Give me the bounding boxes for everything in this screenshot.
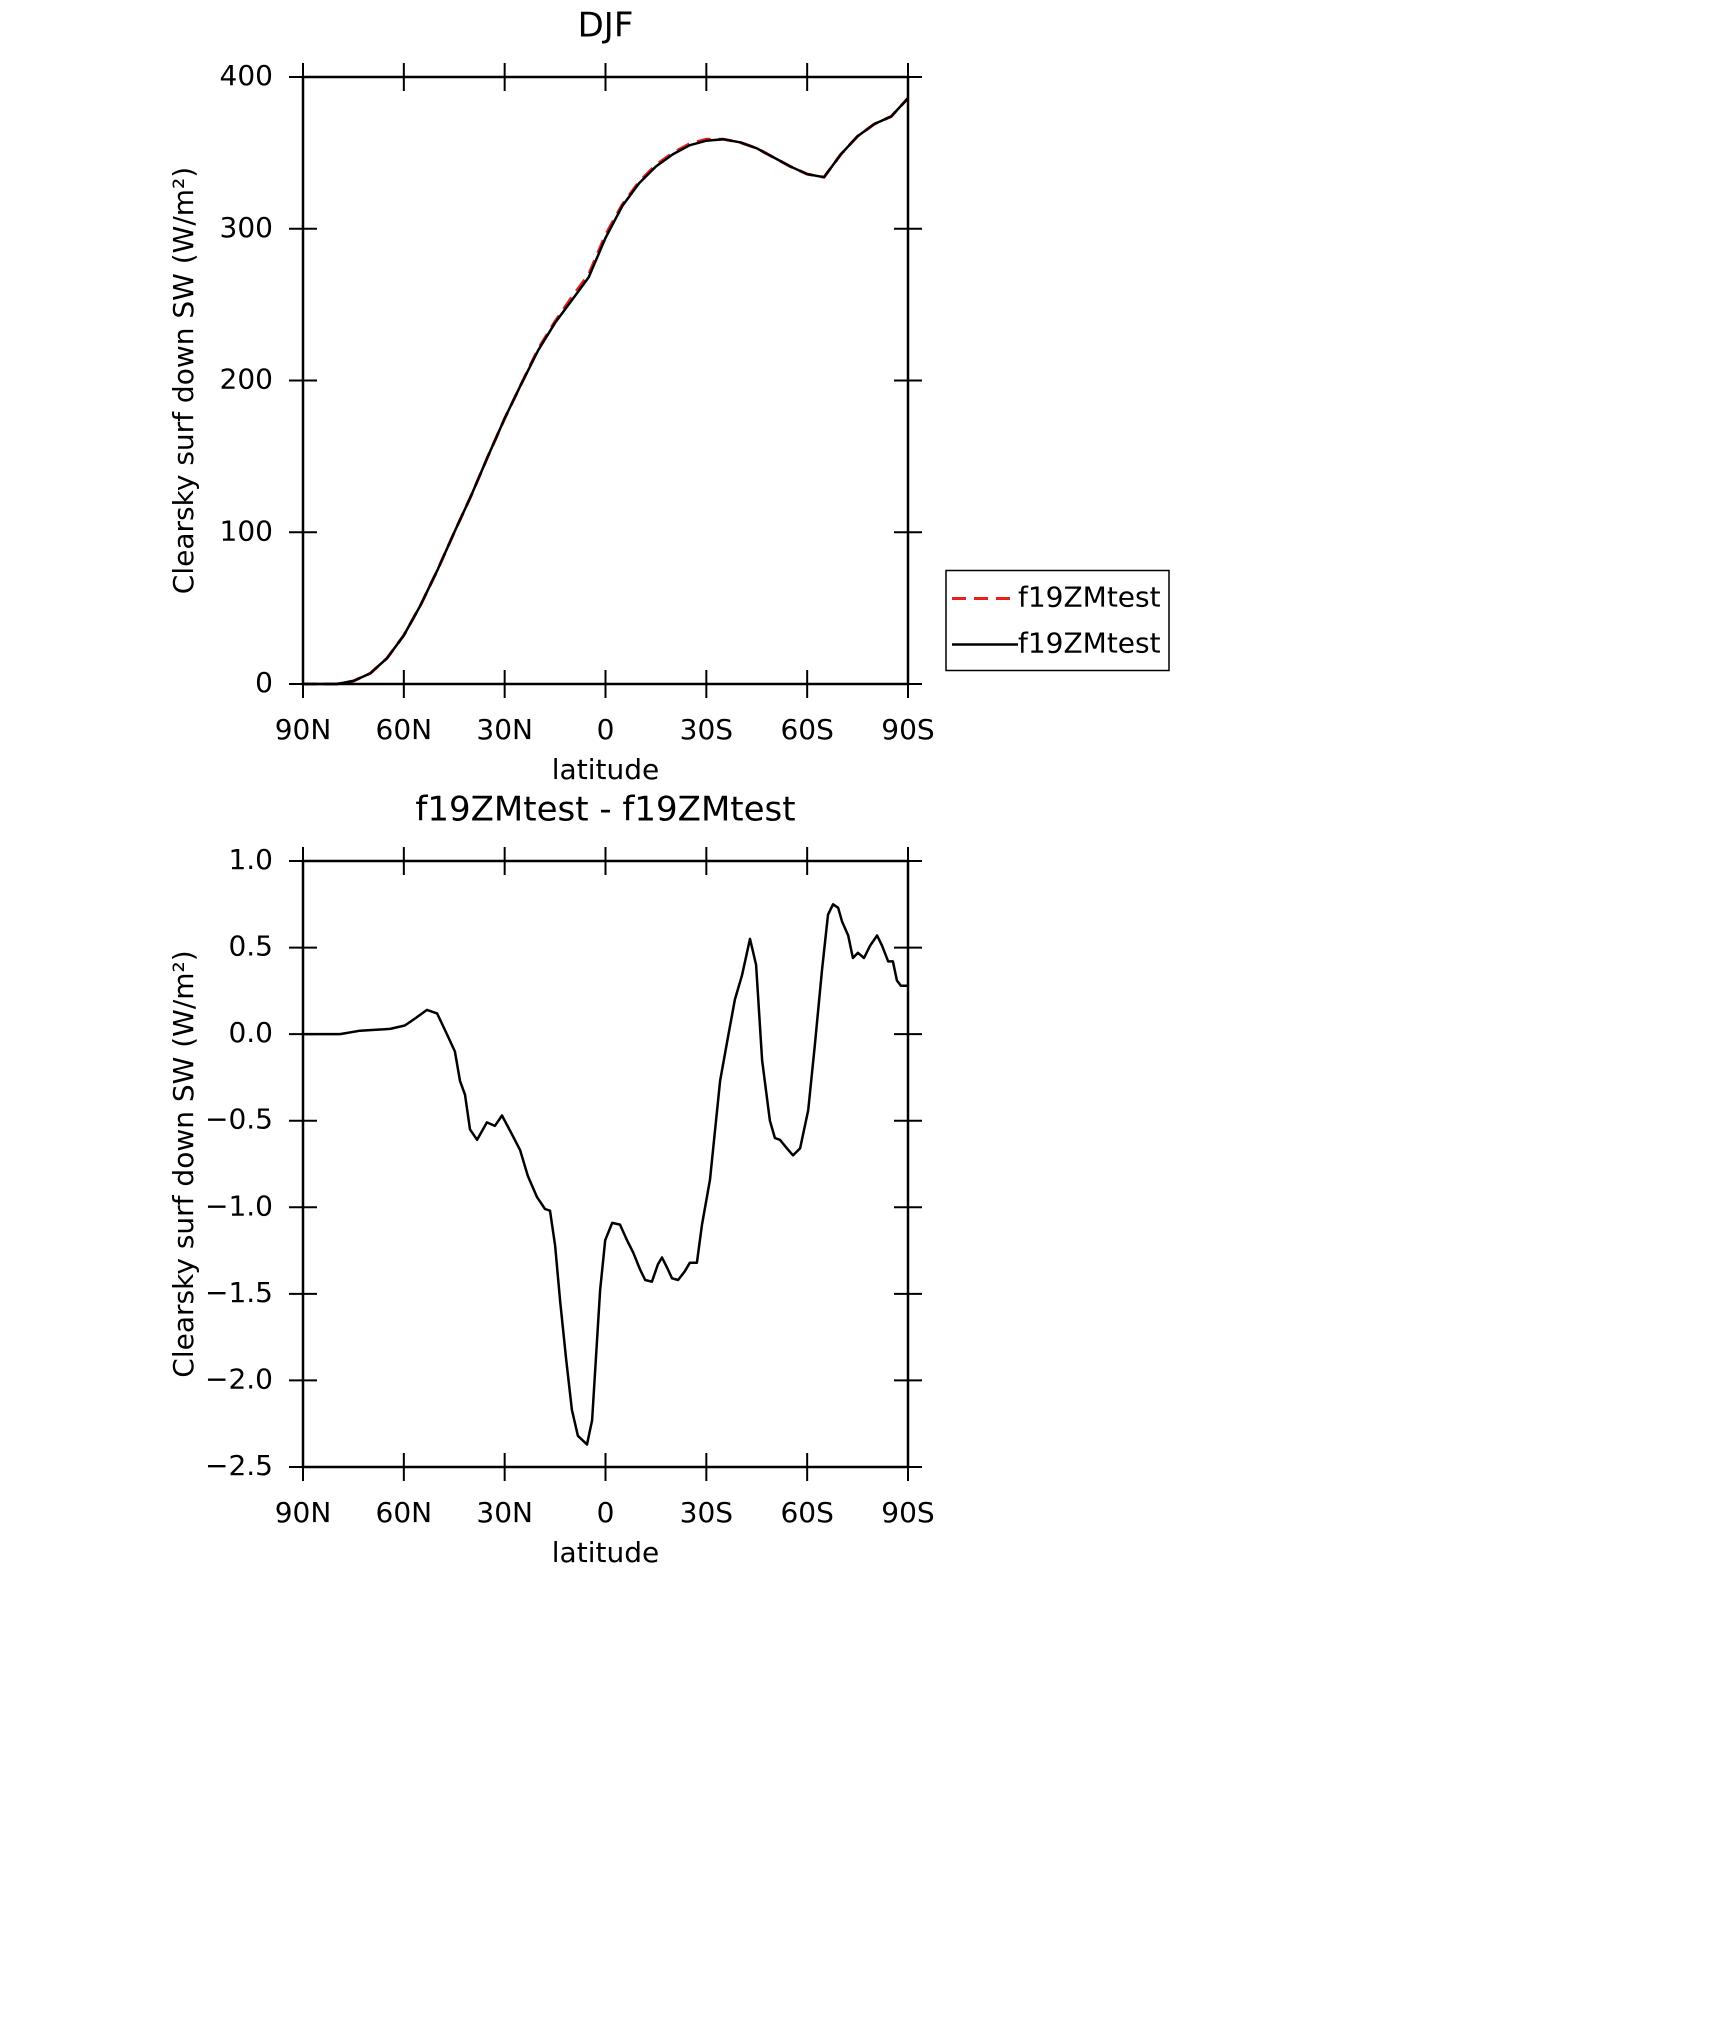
- x-tick-label: 30S: [680, 1496, 733, 1529]
- y-tick-label: −1.5: [205, 1276, 273, 1309]
- legend-label: f19ZMtest: [1018, 627, 1161, 660]
- y-tick-label: −0.5: [205, 1103, 273, 1136]
- y-tick-label: 0: [255, 666, 273, 699]
- x-axis-label: latitude: [552, 1536, 659, 1569]
- y-tick-label: 200: [220, 363, 273, 396]
- x-tick-label: 30N: [476, 713, 533, 746]
- plot-frame: [301, 75, 910, 686]
- x-tick-label: 0: [597, 1496, 615, 1529]
- y-tick-label: −2.0: [205, 1362, 273, 1395]
- x-tick-label: 0: [597, 713, 615, 746]
- plot-frame: [301, 859, 910, 1469]
- y-tick-label: 1.0: [228, 843, 273, 876]
- y-tick-label: 0.0: [228, 1016, 273, 1049]
- y-axis-label: Clearsky surf down SW (W/m²): [167, 167, 200, 594]
- x-tick-label: 90N: [275, 1496, 332, 1529]
- y-tick-label: 0.5: [228, 930, 273, 963]
- chart-title: f19ZMtest - f19ZMtest: [415, 790, 795, 830]
- data-line: [303, 903, 908, 1446]
- x-tick-label: 30S: [680, 713, 733, 746]
- chart-title: DJF: [578, 6, 634, 46]
- y-tick-label: 300: [220, 211, 273, 244]
- x-tick-label: 90N: [275, 713, 332, 746]
- x-tick-label: 60S: [780, 713, 833, 746]
- legend-box: [945, 569, 1170, 672]
- data-line: [303, 97, 909, 686]
- y-tick-label: −2.5: [205, 1449, 273, 1482]
- data-line: [303, 97, 910, 686]
- x-tick-label: 60N: [376, 1496, 433, 1529]
- legend-label: f19ZMtest: [1018, 581, 1161, 614]
- y-tick-label: 400: [220, 59, 273, 92]
- x-tick-label: 60S: [780, 1496, 833, 1529]
- y-tick-label: 100: [220, 514, 273, 547]
- y-axis-label: Clearsky surf down SW (W/m²): [167, 950, 200, 1377]
- x-tick-label: 60N: [376, 713, 433, 746]
- y-tick-label: −1.0: [205, 1189, 273, 1222]
- x-axis-label: latitude: [552, 753, 659, 786]
- x-tick-label: 90S: [881, 713, 934, 746]
- x-tick-label: 30N: [476, 1496, 533, 1529]
- x-tick-label: 90S: [881, 1496, 934, 1529]
